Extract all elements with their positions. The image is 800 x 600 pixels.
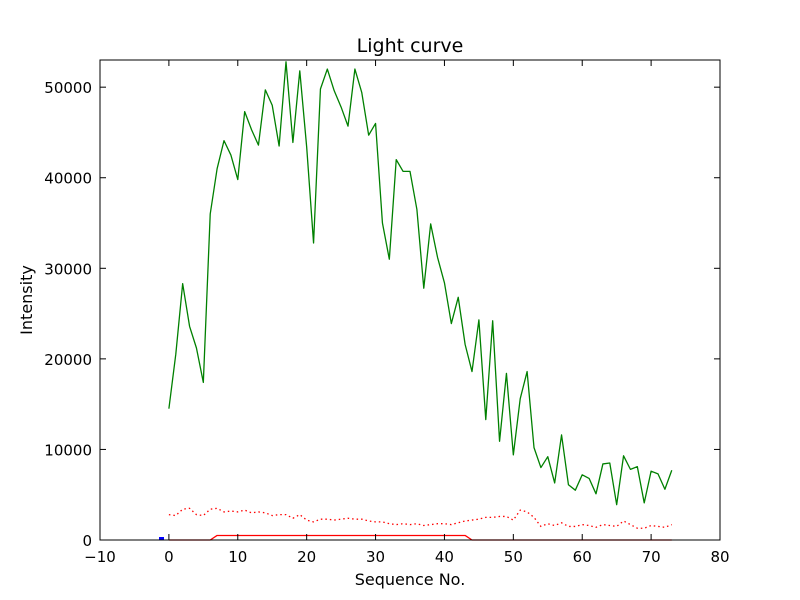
x-tick-label: 70 [642, 548, 661, 566]
y-axis-label: Intensity [17, 265, 36, 335]
plot-frame [99, 59, 721, 541]
y-tick-label: 40000 [44, 170, 92, 188]
x-tick-label: 30 [366, 548, 385, 566]
series-line-1 [168, 61, 673, 506]
y-tick-label: 10000 [44, 441, 92, 459]
x-tick-label: 60 [573, 548, 592, 566]
chart-title: Light curve [357, 35, 464, 57]
y-tick-label: 30000 [44, 260, 92, 278]
x-tick-label: 20 [297, 548, 316, 566]
ticks-layer: −10 0 10 20 30 40 50 60 70 8001000020000300004000… [44, 60, 730, 566]
x-tick-label: −10 [84, 548, 116, 566]
x-tick-label: 0 [164, 548, 174, 566]
x-tick-label: 40 [435, 548, 454, 566]
x-tick-label: 10 [228, 548, 247, 566]
y-tick-label: 50000 [44, 79, 92, 97]
y-tick-label: 20000 [44, 351, 92, 369]
x-tick-label: 50 [504, 548, 523, 566]
series-line-2 [168, 507, 673, 529]
x-tick-label: 80 [710, 548, 729, 566]
plot-area [100, 60, 720, 540]
y-tick-label: 0 [82, 532, 92, 550]
series-marker-4 [159, 537, 164, 540]
x-axis-label: Sequence No. [355, 570, 466, 589]
